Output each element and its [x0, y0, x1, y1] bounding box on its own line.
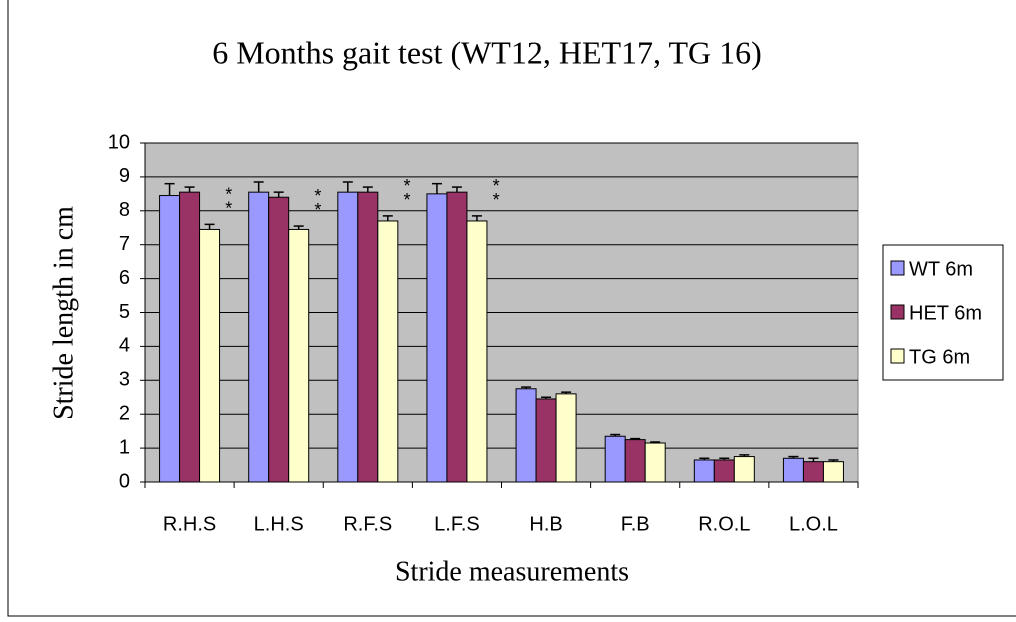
- bar: [644, 442, 666, 483]
- error-bar: [362, 186, 373, 193]
- error-bar: [471, 215, 482, 221]
- x-tick-label: R.O.L: [698, 513, 750, 535]
- y-tick-label: 8: [119, 199, 130, 221]
- frame: [7, 0, 1016, 617]
- x-tick-label: R.F.S: [343, 513, 392, 535]
- significance-mark: **: [397, 176, 417, 204]
- y-tick-label: 6: [119, 267, 130, 289]
- y-tick-label: 10: [108, 131, 130, 153]
- bar: [733, 456, 755, 483]
- error-bar: [184, 186, 195, 193]
- error-bar: [521, 386, 532, 389]
- y-tick-label: 9: [119, 165, 130, 187]
- error-bar: [204, 223, 215, 230]
- bar: [466, 220, 488, 483]
- error-bar: [431, 182, 442, 194]
- bar: [515, 388, 537, 483]
- error-bar: [739, 454, 750, 457]
- bar: [822, 461, 844, 483]
- bar: [248, 191, 270, 483]
- bar: [268, 196, 290, 483]
- x-tick-label: R.H.S: [163, 513, 216, 535]
- y-tick-label: 5: [119, 301, 130, 323]
- error-bar: [630, 437, 641, 440]
- error-bar: [293, 225, 304, 230]
- legend-label: TG 6m: [909, 346, 970, 368]
- legend-swatch: [890, 304, 905, 320]
- x-tick-label: L.H.S: [254, 513, 304, 535]
- error-bar: [342, 181, 353, 193]
- bar: [426, 193, 448, 483]
- error-bar: [253, 181, 264, 193]
- x-tick-label: L.F.S: [434, 513, 480, 535]
- error-bar: [650, 441, 661, 444]
- y-tick-label: 0: [119, 470, 130, 492]
- error-bar: [808, 457, 819, 462]
- bar: [624, 439, 646, 483]
- significance-mark: **: [219, 184, 239, 212]
- error-bar: [451, 186, 462, 193]
- bar: [535, 398, 557, 483]
- bar: [377, 220, 399, 483]
- bar: [713, 459, 735, 483]
- error-bar: [610, 433, 621, 437]
- x-tick-label: H.B: [529, 513, 562, 535]
- bar: [446, 191, 468, 483]
- bar: [604, 435, 626, 483]
- bar: [357, 191, 379, 483]
- significance-mark: **: [486, 176, 506, 204]
- bar: [782, 457, 804, 483]
- x-tick-label: F.B: [621, 513, 650, 535]
- error-bar: [541, 396, 552, 399]
- y-tick-label: 3: [119, 369, 130, 391]
- x-axis-label: Stride measurements: [395, 556, 629, 587]
- error-bar: [828, 459, 839, 462]
- bar: [693, 459, 715, 483]
- bar: [288, 228, 310, 483]
- legend-swatch: [890, 348, 905, 364]
- error-bar: [273, 191, 284, 198]
- y-tick-label: 7: [119, 233, 130, 255]
- error-bar: [719, 457, 730, 460]
- y-tick-label: 1: [119, 436, 130, 458]
- error-bar: [164, 182, 175, 196]
- legend-label: HET 6m: [909, 302, 982, 324]
- x-tick-label: L.O.L: [789, 513, 838, 535]
- chart-title: 6 Months gait test (WT12, HET17, TG 16): [212, 34, 762, 70]
- bar: [179, 191, 201, 483]
- significance-mark: **: [308, 186, 328, 214]
- error-bar: [561, 391, 572, 394]
- error-bar: [382, 215, 393, 221]
- y-tick-label: 2: [119, 402, 130, 424]
- bar: [337, 191, 359, 483]
- error-bar: [699, 457, 710, 460]
- bar: [802, 461, 824, 483]
- bar: [159, 195, 181, 483]
- bar: [199, 228, 221, 483]
- legend-label: WT 6m: [909, 258, 973, 280]
- y-axis-label: Stride length in cm: [48, 206, 79, 420]
- legend-swatch: [890, 260, 905, 276]
- bar: [555, 393, 577, 483]
- error-bar: [788, 455, 799, 459]
- y-tick-label: 4: [119, 335, 130, 357]
